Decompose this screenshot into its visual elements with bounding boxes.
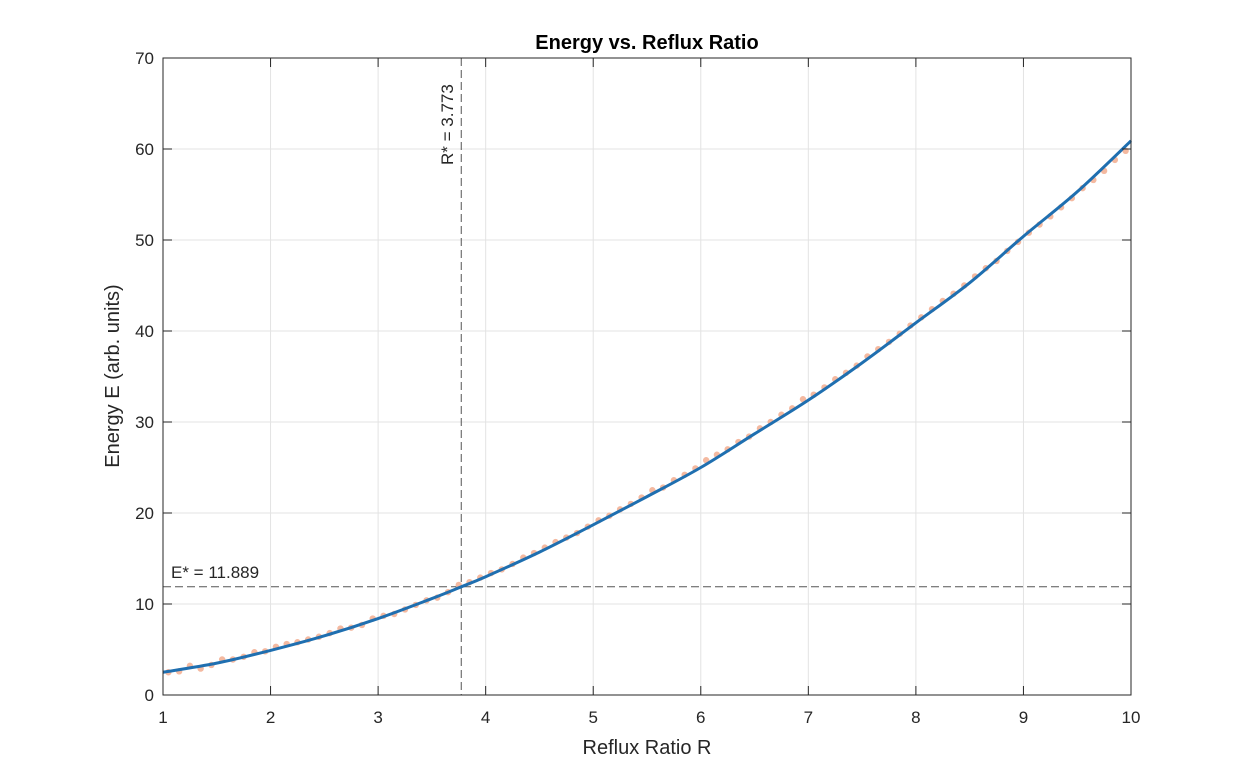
y-tick-label: 60 [135,140,154,159]
y-tick-label: 10 [135,595,154,614]
e-star-label: E* = 11.889 [171,563,259,582]
x-tick-label: 10 [1122,708,1141,727]
x-tick-label: 5 [588,708,597,727]
y-tick-label: 70 [135,49,154,68]
chart-title: Energy vs. Reflux Ratio [535,32,758,54]
x-tick-label: 9 [1019,708,1028,727]
x-tick-label: 2 [266,708,275,727]
y-axis-label: Energy E (arb. units) [102,284,124,467]
r-star-label: R* = 3.773 [438,84,457,165]
y-tick-label: 30 [135,413,154,432]
fit-curve [162,139,1133,674]
fit-curve-group [162,139,1133,674]
axis-ticks [162,57,1132,696]
x-axis-label: Reflux Ratio R [583,737,712,759]
plot-area [163,58,1131,695]
tick-labels: 1 2 3 4 5 6 7 8 9 10 0 10 20 30 40 50 60 70 [135,49,1140,727]
plot-border [162,57,1132,696]
y-tick-label: 40 [135,322,154,341]
y-tick-label: 50 [135,231,154,250]
x-tick-label: 1 [158,708,167,727]
y-tick-label: 20 [135,504,154,523]
x-tick-label: 7 [804,708,813,727]
reference-lines [163,58,1131,695]
x-tick-label: 3 [373,708,382,727]
x-tick-label: 6 [696,708,705,727]
x-tick-label: 4 [481,708,490,727]
y-tick-label: 0 [145,686,154,705]
x-tick-label: 8 [911,708,920,727]
